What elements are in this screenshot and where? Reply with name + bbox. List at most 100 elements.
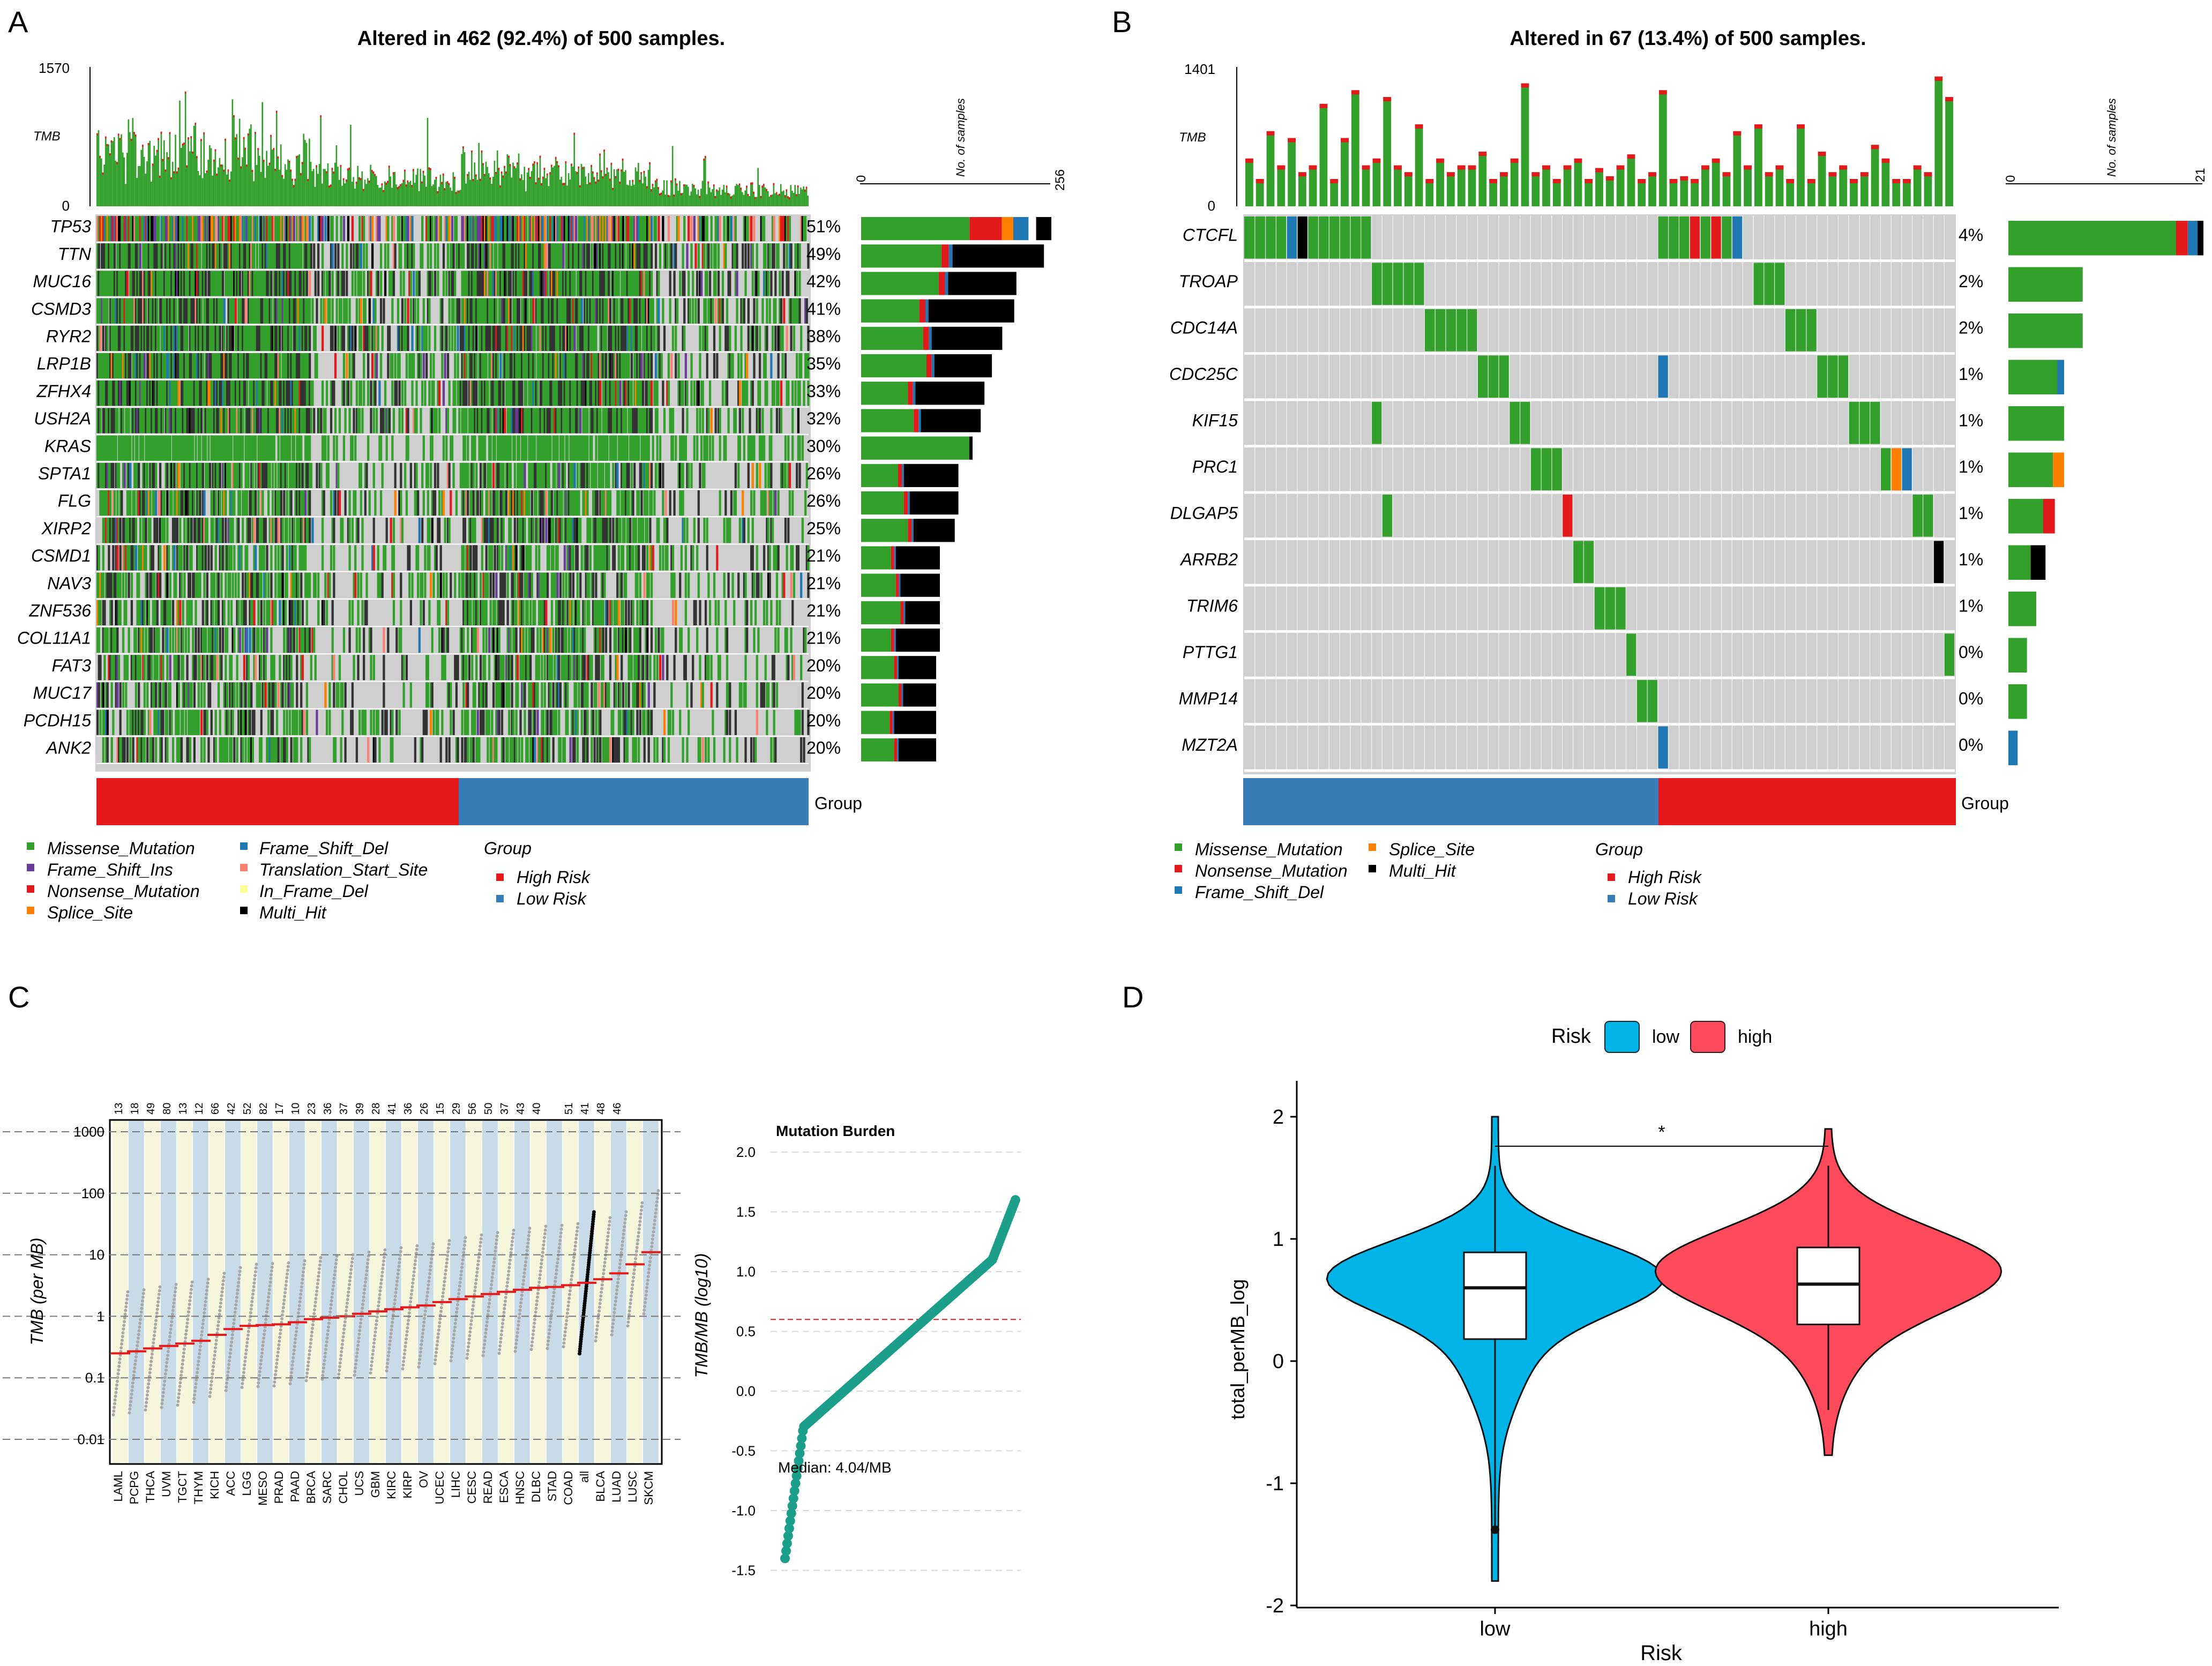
cell-FLG <box>145 490 147 516</box>
cell-SPTA1 <box>112 462 115 488</box>
cell-XIRP2 <box>488 518 491 543</box>
cell-ZFHX4 <box>458 380 461 406</box>
cell-CSMD3 <box>537 298 541 324</box>
cell-SPTA1 <box>188 462 190 488</box>
cell-RYR2 <box>417 325 420 351</box>
cell-FLG <box>229 490 231 516</box>
cell-CSMD3 <box>736 298 738 324</box>
cell-USH2A <box>149 408 152 434</box>
cell-CSMD1 <box>692 545 694 571</box>
tmb-bar-top <box>600 170 602 173</box>
cell-TP53 <box>565 216 567 242</box>
cell-USH2A <box>629 408 632 434</box>
tmb-bar-top <box>130 139 132 141</box>
cell-MUC16 <box>281 271 284 296</box>
cell-CSMD3 <box>489 298 492 324</box>
cell-TP53 <box>281 216 284 242</box>
tmb-bar <box>720 195 722 206</box>
cell-FLG <box>621 490 623 516</box>
tmb-bar-top <box>704 156 706 159</box>
cell-TP53 <box>683 216 686 242</box>
cell-RYR2 <box>293 325 296 351</box>
cell-TP53 <box>534 216 536 242</box>
tmb-bar <box>483 174 485 206</box>
tmb-bar-top <box>738 183 741 186</box>
cell-TTN <box>125 243 128 269</box>
cell-RYR2 <box>381 325 384 351</box>
cell-SPTA1 <box>585 462 587 488</box>
tmb-bar <box>796 194 797 206</box>
cell-CSMD1 <box>238 545 242 571</box>
cell-TP53 <box>690 216 693 242</box>
cell-SPTA1 <box>542 462 545 488</box>
cell-CSMD3 <box>474 298 476 324</box>
cell-TP53 <box>427 216 429 242</box>
cell-SPTA1 <box>301 462 304 488</box>
cell-SPTA1 <box>591 462 593 488</box>
cell-FLG <box>398 490 401 516</box>
cell-TTN <box>196 243 199 269</box>
cell-USH2A <box>592 408 595 434</box>
cell-USH2A <box>475 408 478 434</box>
tmb-bar <box>775 192 778 206</box>
cell-CSMD3 <box>149 298 152 324</box>
cell-CSMD1 <box>526 545 529 571</box>
cell-TP53 <box>482 216 485 242</box>
cell-CSMD1 <box>205 545 207 571</box>
cell-TTN <box>682 243 684 269</box>
tmb-bar <box>196 156 198 206</box>
cell-FLG <box>599 490 602 516</box>
cell-USH2A <box>294 408 297 434</box>
cell-MUC16 <box>323 271 325 296</box>
cell-KRAS <box>280 435 283 461</box>
cell-RYR2 <box>524 325 526 351</box>
cell-USH2A <box>499 408 502 434</box>
cell-ZFHX4 <box>121 380 123 406</box>
tmb-bar <box>671 146 674 206</box>
tmb-bar <box>600 170 602 206</box>
cell-TP53 <box>286 216 288 242</box>
cell-TP53 <box>176 216 179 242</box>
cell-KRAS <box>504 435 506 461</box>
tmb-bar <box>750 182 752 206</box>
cell-KRAS <box>502 435 505 461</box>
cell-CSMD3 <box>578 298 580 324</box>
cell-ZFHX4 <box>589 380 592 406</box>
cell-TP53 <box>625 216 627 242</box>
cell-CSMD3 <box>200 298 203 324</box>
tmb-bar <box>630 186 632 206</box>
cell-CSMD1 <box>139 545 141 571</box>
tmb-bar <box>126 153 128 206</box>
cell-MUC16 <box>646 271 649 296</box>
cell-CSMD3 <box>327 298 330 324</box>
cell-MUC16 <box>706 271 708 296</box>
cell-SPTA1 <box>604 462 608 488</box>
cell-LRP1B <box>804 353 807 379</box>
tmb-bar <box>154 155 156 206</box>
cell-XIRP2 <box>487 518 489 543</box>
cell-TP53 <box>647 216 650 242</box>
tmb-bar <box>275 110 278 206</box>
tmb-bar <box>303 133 305 206</box>
cell-ZFHX4 <box>701 380 704 406</box>
cell-SPTA1 <box>429 462 432 488</box>
tmb-bar <box>804 189 806 206</box>
cell-CSMD3 <box>476 298 479 324</box>
cell-RYR2 <box>273 325 275 351</box>
cell-XIRP2 <box>472 518 475 543</box>
cell-LRP1B <box>636 353 639 379</box>
tmb-bar <box>213 159 215 206</box>
cell-SPTA1 <box>464 462 467 488</box>
cell-RYR2 <box>264 325 267 351</box>
cell-SPTA1 <box>286 462 288 488</box>
cell-MUC16 <box>230 271 233 296</box>
cell-CSMD3 <box>573 298 576 324</box>
cell-SPTA1 <box>798 462 801 488</box>
cell-FLG <box>609 490 612 516</box>
cell-ZFHX4 <box>256 380 258 406</box>
tmb-bar <box>677 190 679 206</box>
cell-SPTA1 <box>184 462 188 488</box>
cell-TTN <box>277 243 280 269</box>
cell-CSMD3 <box>536 298 539 324</box>
tmb-bar <box>363 189 364 206</box>
